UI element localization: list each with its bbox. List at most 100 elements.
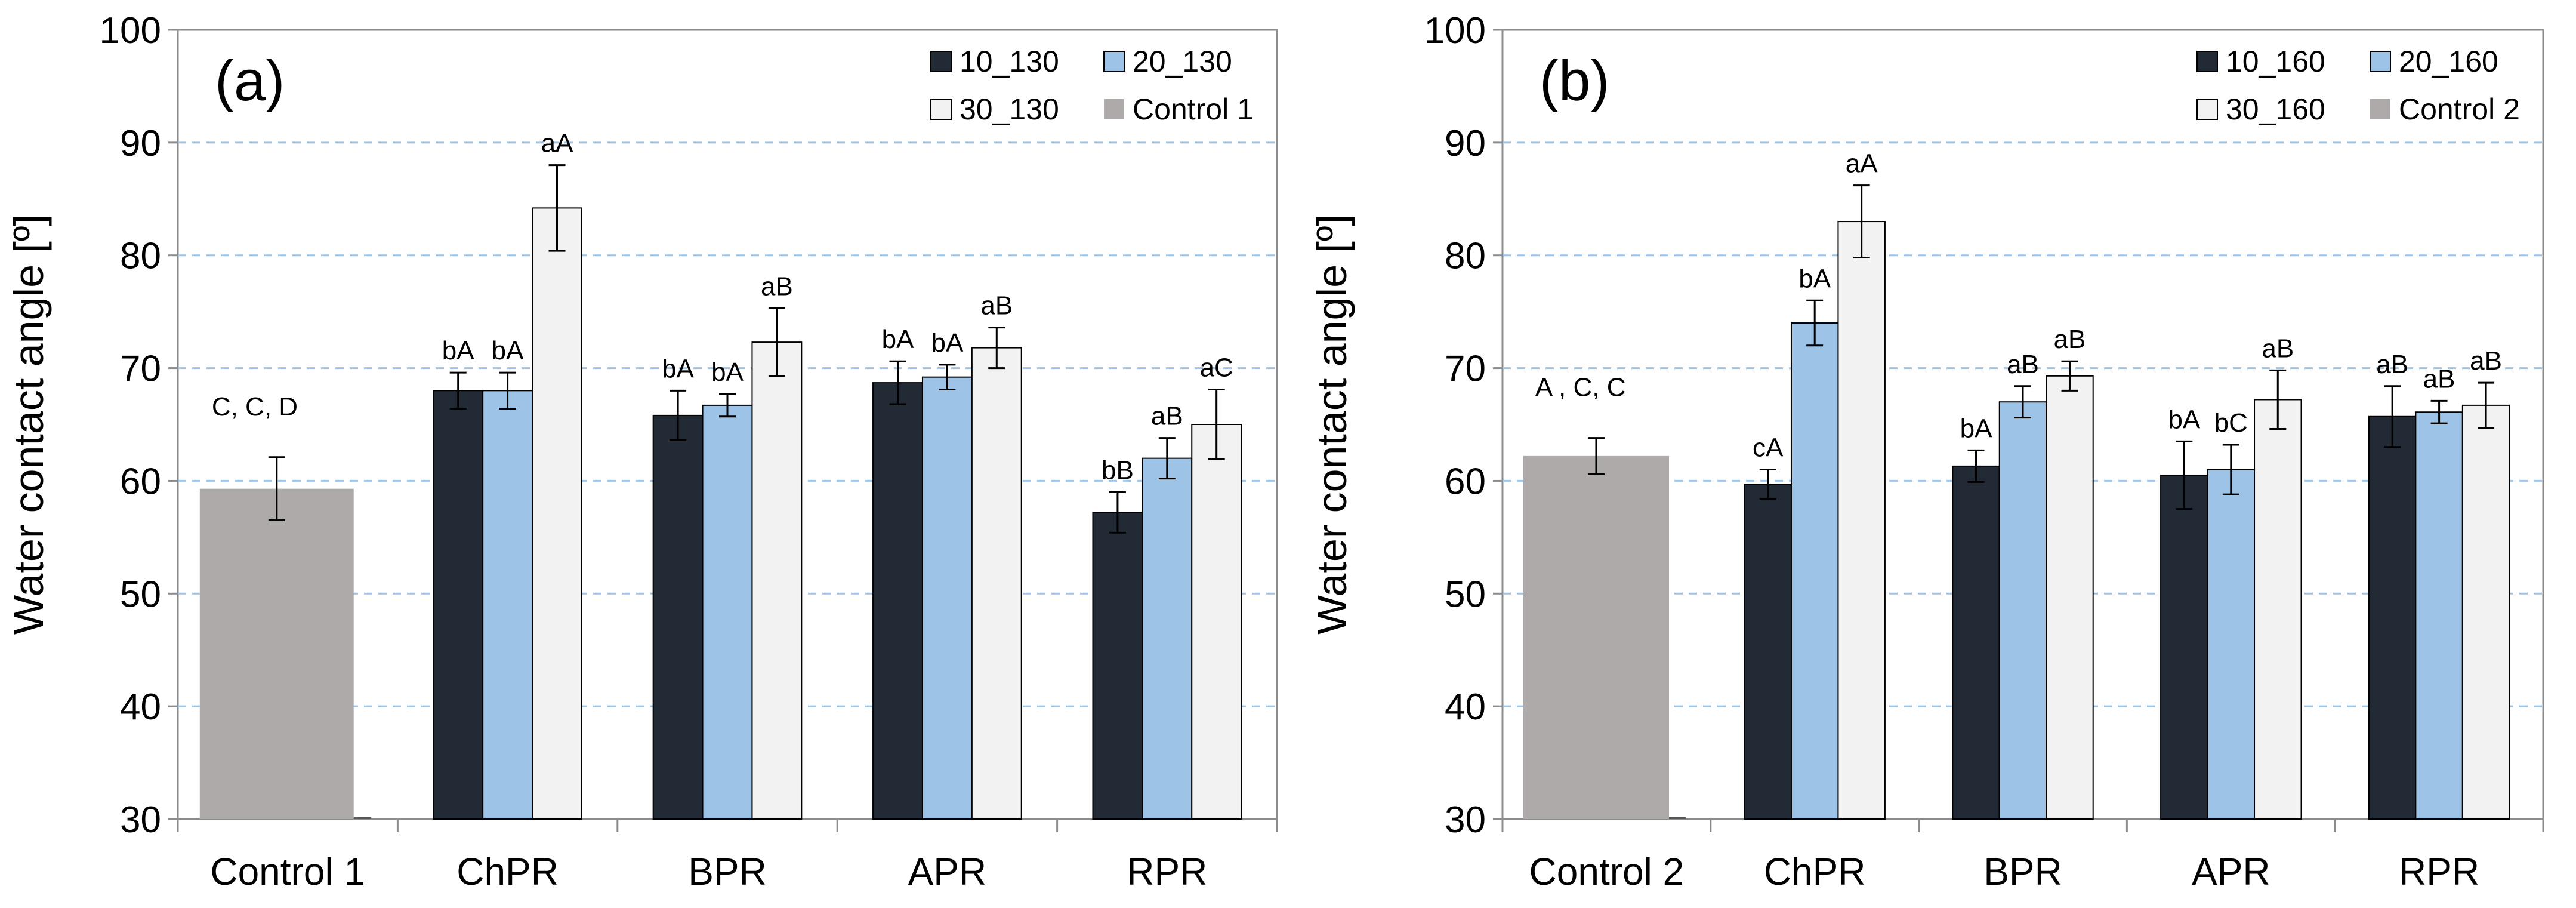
x-category-label: RPR (2399, 850, 2479, 893)
legend-label: 10_160 (2226, 45, 2325, 78)
significance-label: bA (662, 354, 694, 383)
panel-label: (b) (1540, 49, 1609, 113)
y-axis-label: Water contact angle [º] (1309, 214, 1355, 635)
significance-label: bB (1102, 455, 1134, 485)
legend-label: 20_160 (2399, 45, 2498, 78)
control-bar (199, 488, 354, 819)
bar-10_160-ChPR (1744, 484, 1792, 820)
panel-a: 30 40 50 60 70 80 90 100 Control 1 ChPR BPR APR RPR W… (5, 10, 1278, 893)
significance-label: bA (931, 328, 963, 358)
y-tick-label: 100 (100, 10, 161, 51)
panel-b: 30 40 50 60 70 80 90 100 Control 2 ChPR BPR APR RPR W… (1309, 10, 2544, 893)
bar-20_160-ChPR (1790, 322, 1839, 820)
y-tick-label: 80 (1445, 236, 1486, 277)
bar-20_160-BPR (1998, 401, 2047, 820)
control-significance-label: C, C, D (212, 392, 298, 421)
bar-10_160-APR (2160, 474, 2208, 820)
legend-label: Control 1 (1133, 93, 1254, 126)
bar-10_160-BPR (1952, 465, 2000, 820)
significance-label: aA (1846, 149, 1878, 178)
panel-label: (a) (215, 49, 285, 113)
y-tick-label: 40 (120, 687, 161, 728)
bar-30_130-RPR (1191, 424, 1242, 820)
significance-label: aC (1200, 353, 1233, 382)
y-tick-label: 70 (120, 349, 161, 390)
significance-label: bA (492, 336, 524, 365)
x-category-label: BPR (688, 850, 767, 893)
bar-30_160-ChPR (1837, 221, 1886, 820)
bar-10_160-RPR (2368, 415, 2417, 820)
bar-20_160-RPR (2415, 411, 2463, 820)
y-tick-label: 60 (1445, 461, 1486, 502)
significance-label: bA (711, 358, 744, 387)
legend-label: 20_130 (1133, 45, 1232, 78)
legend-swatch (1103, 51, 1125, 72)
control-significance-label: A , C, C (1535, 373, 1626, 402)
bar-20_130-APR (921, 376, 973, 820)
legend-label: 10_130 (960, 45, 1059, 78)
x-category-label: BPR (1983, 850, 2062, 893)
legend-swatch (2196, 99, 2218, 120)
bar-30_160-APR (2254, 399, 2302, 820)
legend-swatch (2196, 51, 2218, 72)
y-tick-label: 40 (1445, 687, 1486, 728)
significance-label: aB (2470, 346, 2502, 375)
y-tick-label: 90 (1445, 123, 1486, 164)
y-axis-label: Water contact angle [º] (5, 214, 52, 635)
bar-20_130-ChPR (482, 390, 533, 820)
bar-30_160-RPR (2461, 404, 2510, 820)
y-tick-label: 70 (1445, 349, 1486, 390)
bar-30_130-ChPR (532, 207, 582, 820)
x-category-label: ChPR (456, 850, 559, 893)
bar-30_130-APR (971, 347, 1022, 820)
y-tick-label: 30 (120, 799, 161, 841)
bar-10_130-BPR (652, 414, 704, 820)
legend-swatch (2370, 51, 2391, 72)
legend-label: Control 2 (2399, 93, 2520, 126)
y-tick-label: 60 (120, 461, 161, 502)
significance-label: bA (442, 336, 474, 365)
significance-label: aA (541, 129, 573, 158)
bar-10_130-ChPR (433, 390, 484, 820)
bar-20_160-APR (2207, 469, 2256, 820)
legend-swatch (930, 51, 952, 72)
bar-30_160-BPR (2046, 375, 2094, 820)
significance-label: bA (1960, 414, 1992, 443)
bar-10_130-RPR (1092, 512, 1143, 820)
legend-label: 30_160 (2226, 93, 2325, 126)
bar-20_130-BPR (702, 404, 753, 820)
y-tick-label: 90 (120, 123, 161, 164)
control-bar (1523, 455, 1670, 819)
significance-label: bA (882, 325, 914, 354)
significance-label: bA (2168, 405, 2200, 434)
bar-10_130-APR (872, 382, 923, 820)
significance-label: aB (2376, 350, 2408, 379)
bar-20_130-RPR (1142, 457, 1193, 820)
significance-label: bA (1798, 264, 1831, 293)
significance-label: aB (2262, 334, 2294, 363)
bar-30_130-BPR (751, 341, 803, 820)
x-category-label: RPR (1127, 850, 1207, 893)
x-category-label: ChPR (1764, 850, 1866, 893)
significance-label: bC (2214, 408, 2248, 438)
legend-swatch (1104, 99, 1124, 119)
legend-swatch (930, 99, 952, 120)
y-tick-label: 80 (120, 236, 161, 277)
y-tick-label: 30 (1445, 799, 1486, 841)
significance-label: aB (2054, 325, 2086, 354)
y-tick-label: 100 (1424, 10, 1486, 51)
x-category-label: APR (2192, 850, 2270, 893)
x-category-label: APR (908, 850, 987, 893)
significance-label: aB (980, 291, 1013, 321)
significance-label: aB (761, 272, 793, 301)
significance-label: aB (1151, 402, 1183, 431)
significance-label: aB (2423, 364, 2455, 393)
legend-label: 30_130 (960, 93, 1059, 126)
legend-swatch (2370, 99, 2390, 119)
significance-label: cA (1753, 433, 1784, 463)
x-category-label: Control 1 (210, 850, 365, 893)
y-tick-label: 50 (1445, 574, 1486, 615)
y-tick-label: 50 (120, 574, 161, 615)
